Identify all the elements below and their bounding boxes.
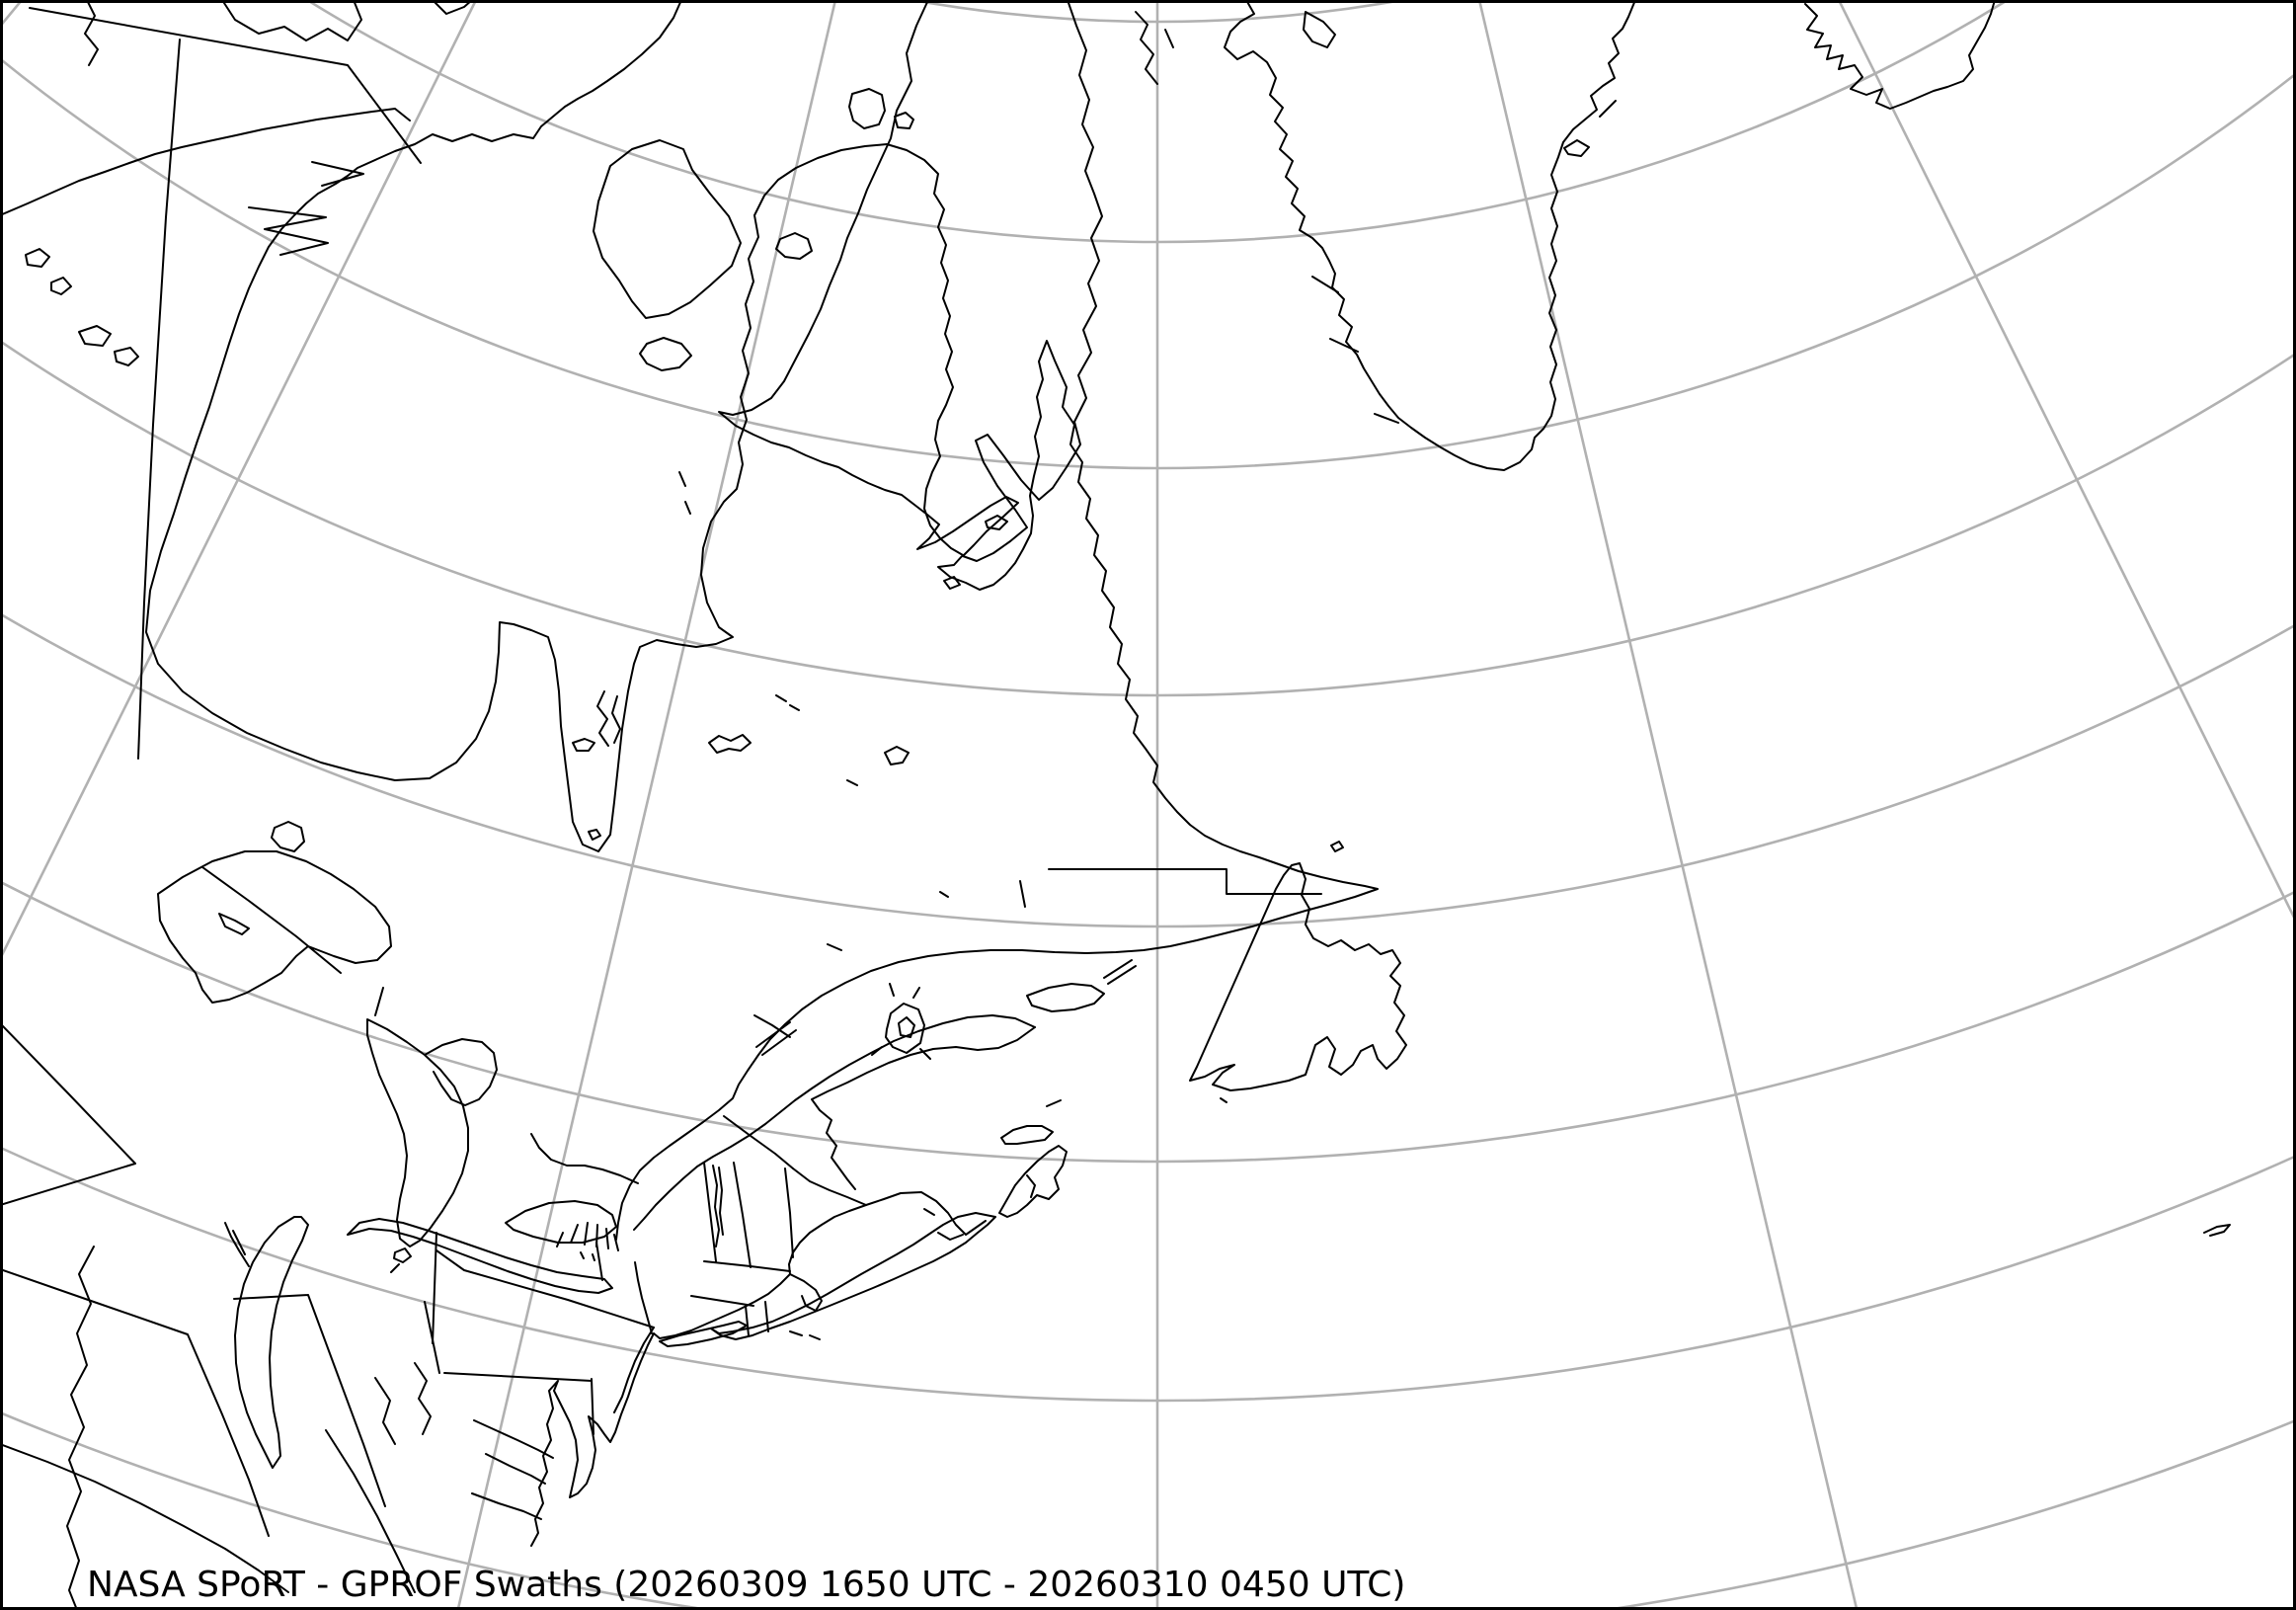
st-lawrence-south-bank [633, 1014, 1036, 1231]
foxe-basin-islands [848, 88, 914, 129]
delaware-river [591, 1327, 655, 1435]
cape-breton-island [998, 1145, 1068, 1218]
meridian-line [456, 0, 837, 1610]
iceland-coast [1804, 0, 1996, 110]
baffin-island [718, 0, 1103, 562]
baffin-coast-fragments [1135, 11, 1174, 85]
wv-va-borders [374, 1362, 432, 1445]
ohio-valley-lines [0, 1429, 416, 1593]
cape-cod [789, 1273, 823, 1340]
greenland [1224, 0, 1636, 471]
akimiski-island [572, 738, 595, 752]
hudson-river [634, 1261, 653, 1334]
arctic-islands-top-c [432, 0, 473, 15]
lake-michigan [224, 1216, 309, 1469]
greenland-fjord-details [1311, 100, 1617, 424]
ungava-lakes [708, 694, 949, 951]
grand-manan-island [923, 1208, 935, 1216]
sable-island [2203, 1224, 2231, 1237]
ottawa-river [530, 1133, 639, 1184]
new-brunswick-coast [792, 1167, 987, 1236]
coastline-layer [0, 0, 2231, 1610]
lake-ontario [505, 1200, 617, 1244]
border-line-territorial [137, 39, 181, 760]
saguenay-river [753, 1014, 791, 1038]
mansel-island [775, 232, 813, 260]
meridian-line [0, 0, 478, 962]
chesapeake-rivers [471, 1419, 554, 1520]
mistassini-lake [755, 1021, 797, 1056]
minas-basin [937, 1232, 964, 1241]
pennsylvania-borders [432, 1232, 655, 1344]
midwest-borders [0, 1022, 440, 1537]
ottawa-islands [678, 471, 691, 515]
newfoundland [1189, 862, 1407, 1091]
border-line-nunavut [29, 7, 422, 164]
niagara-river [595, 1242, 603, 1281]
lake-champlain [712, 1165, 724, 1248]
indian-house-lake [1019, 880, 1026, 908]
lake-superior [157, 850, 392, 1004]
greenland-disko-fragment [1303, 11, 1336, 48]
nova-scotia [710, 1212, 996, 1340]
arctic-islands-top-a [84, 0, 99, 66]
anticosti-island [1026, 983, 1105, 1012]
arctic-coast-northwest [0, 108, 411, 216]
arctic-islands-top-b [221, 0, 362, 41]
resolution-island [943, 576, 961, 590]
mainland-coast [145, 0, 1379, 1241]
belcher-islands [596, 690, 621, 747]
hudson-west-islands [25, 248, 72, 295]
smallwood-lake [1103, 959, 1137, 985]
new-england-coast [653, 1204, 867, 1339]
mississippi-river [66, 1246, 95, 1610]
southampton-island [593, 139, 742, 319]
new-england-borders [690, 1115, 794, 1336]
chesterfield-inlet [248, 206, 329, 256]
charlton-island [588, 829, 601, 841]
meridian-line [1477, 0, 1859, 1610]
mid-atlantic-coast [530, 1332, 655, 1547]
map-caption: NASA SPoRT - GPROF Swaths (20260309 1650… [87, 1565, 1406, 1605]
akpatok-island [985, 515, 1008, 530]
kivalliq-lakes [78, 325, 139, 366]
wager-bay [311, 161, 364, 187]
st-pierre-islet [1220, 1097, 1227, 1103]
magdalen-islands [1046, 1099, 1062, 1107]
lake-huron [366, 1018, 498, 1248]
manicouagan-ring [871, 983, 931, 1060]
coats-island [639, 337, 692, 371]
lake-st-clair [374, 987, 412, 1273]
lake-nipigon [271, 821, 305, 852]
belle-isle-islet [1330, 841, 1344, 852]
prince-edward-island [1000, 1125, 1054, 1145]
meridian-line [1837, 0, 2296, 925]
gaspe-peninsula [811, 1026, 1036, 1190]
mason-dixon-line [443, 1372, 593, 1382]
finger-lakes [556, 1222, 619, 1261]
